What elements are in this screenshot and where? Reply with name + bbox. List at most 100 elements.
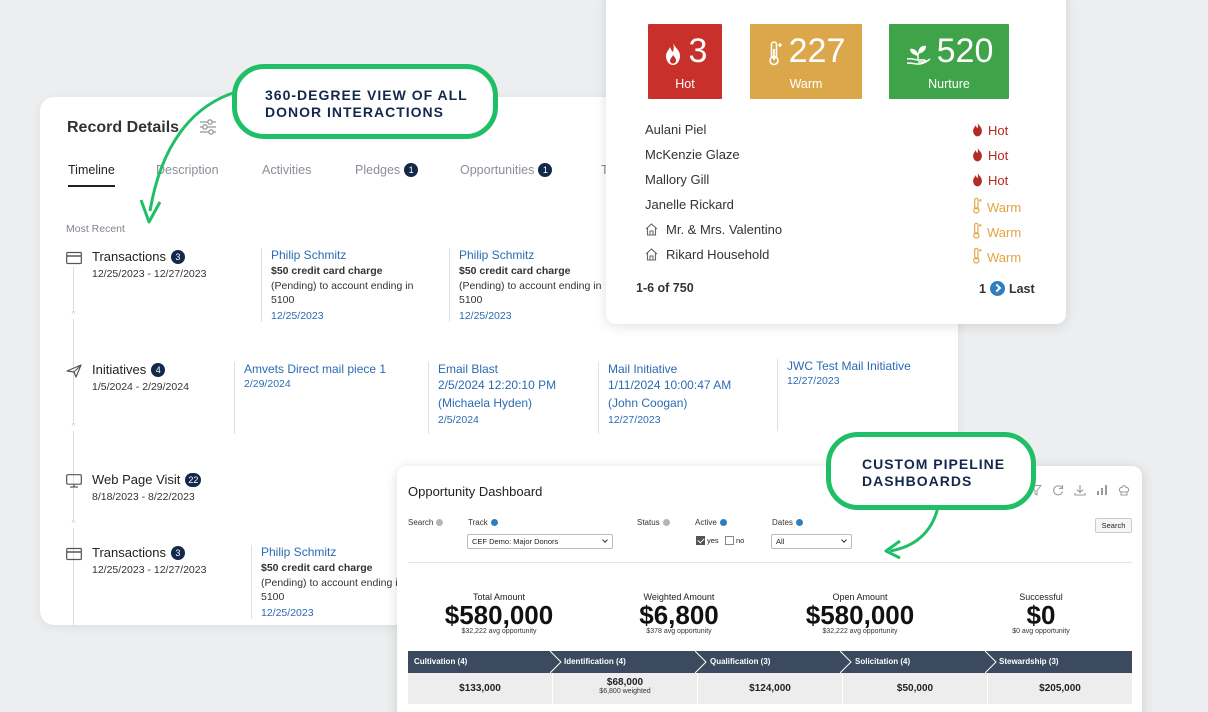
track-select[interactable]: CEF Demo: Major Donors	[467, 534, 613, 549]
entry-date: 12/25/2023	[459, 309, 512, 322]
active-no-checkbox[interactable]: no	[725, 536, 744, 545]
thermometer-icon	[768, 41, 782, 66]
checkbox-checked[interactable]	[696, 536, 705, 545]
tile-value: 227	[788, 32, 846, 70]
lead-list-item[interactable]: Rikard Household Warm	[645, 247, 1025, 267]
flame-icon	[973, 172, 982, 187]
metric-subtext: $32,222 avg opportunity	[461, 628, 537, 635]
lead-status: Hot	[971, 147, 1008, 163]
dates-select[interactable]: All	[771, 534, 852, 549]
lead-name[interactable]: Aulani Piel	[645, 122, 706, 137]
stage-solicitation[interactable]: Solicitation (4)	[855, 657, 911, 666]
active-yes-checkbox[interactable]: yes	[696, 536, 719, 545]
entry-title-link[interactable]: Mail Initiative	[608, 362, 678, 376]
pipeline-stage-values: $133,000 $68,000 $6,800 weighted $124,000…	[408, 673, 1132, 704]
thermometer-icon	[973, 247, 982, 264]
lead-list-item[interactable]: McKenzie Glaze Hot	[645, 147, 1025, 167]
timeline-entry[interactable]: Philip Schmitz $50 credit card charge (Pe…	[261, 248, 421, 322]
callout-line: DASHBOARDS	[862, 473, 973, 489]
section-count-badge: 3	[170, 546, 185, 560]
info-dot-icon[interactable]	[436, 519, 444, 526]
thermometer-icon	[973, 222, 982, 239]
lead-status-text: Warm	[987, 250, 1022, 265]
entry-owner: (Michaela Hyden)	[438, 396, 533, 410]
tab-pledges[interactable]: Pledges 1	[355, 163, 419, 177]
entry-title-link[interactable]: Philip Schmitz	[271, 248, 347, 262]
chef-hat-icon[interactable]	[1118, 484, 1130, 496]
pagination-range: 1-6 of 750	[636, 281, 694, 295]
info-dot-icon[interactable]	[719, 519, 727, 526]
lead-name[interactable]: Rikard Household	[645, 247, 769, 262]
tile-hot[interactable]: 3 Hot	[648, 24, 722, 99]
entry-title-link[interactable]: Philip Schmitz	[261, 545, 337, 559]
search-button[interactable]: Search	[1095, 518, 1132, 533]
timeline-entry[interactable]: Email Blast 2/5/2024 12:20:10 PM (Michae…	[428, 362, 588, 434]
info-dot-icon[interactable]	[662, 519, 670, 526]
lead-status: Warm	[971, 197, 1021, 215]
bar-chart-icon[interactable]	[1096, 484, 1108, 496]
stage-cultivation[interactable]: Cultivation (4)	[414, 657, 468, 666]
refresh-icon[interactable]	[1052, 484, 1064, 496]
filter-settings-icon[interactable]	[198, 117, 218, 137]
household-icon	[645, 248, 658, 261]
tab-timeline[interactable]: Timeline	[68, 163, 115, 187]
metric-subtext: $0 avg opportunity	[1012, 628, 1070, 635]
stage-value-cell: $50,000	[843, 673, 988, 704]
timeline-entry[interactable]: Philip Schmitz $50 credit card charge (Pe…	[251, 545, 411, 619]
tab-truncated[interactable]: T	[601, 163, 609, 177]
tile-nurture[interactable]: 520 Nurture	[889, 24, 1009, 99]
entry-title-link[interactable]: Philip Schmitz	[459, 248, 535, 262]
chevron-up-icon: ^	[69, 310, 78, 319]
stage-identification[interactable]: Identification (4)	[564, 657, 626, 666]
filter-status-label: Status	[637, 518, 660, 527]
entry-date: 2/5/2024	[438, 414, 479, 426]
tab-description[interactable]: Description	[156, 163, 219, 177]
tile-warm[interactable]: 227 Warm	[750, 24, 862, 99]
info-dot-icon[interactable]	[795, 519, 803, 526]
timeline-entry[interactable]: Mail Initiative 1/11/2024 10:00:47 AM (J…	[598, 362, 758, 434]
stage-stewardship[interactable]: Stewardship (3)	[999, 657, 1059, 666]
dashboard-toolbar	[1030, 484, 1130, 498]
lead-name[interactable]: Mallory Gill	[645, 172, 709, 187]
chevron-right-icon	[695, 651, 707, 673]
entry-datetime: 2/5/2024 12:20:10 PM	[438, 378, 557, 392]
tab-opportunities[interactable]: Opportunities 1	[460, 163, 553, 177]
lead-list-item[interactable]: Janelle Rickard Warm	[645, 197, 1025, 217]
card-icon	[66, 251, 82, 265]
checkbox-unchecked[interactable]	[725, 536, 734, 545]
lead-status-text: Hot	[988, 148, 1009, 163]
metric-label: Weighted Amount	[643, 592, 715, 602]
current-page: 1	[979, 282, 986, 296]
lead-list-item[interactable]: Aulani Piel Hot	[645, 122, 1025, 142]
tab-activities[interactable]: Activities	[262, 163, 312, 177]
last-page-link[interactable]: Last	[1008, 282, 1035, 296]
lead-list-item[interactable]: Mr. & Mrs. Valentino Warm	[645, 222, 1025, 242]
entry-description: (Pending) to account ending in 5100	[271, 279, 414, 307]
download-icon[interactable]	[1074, 484, 1086, 496]
lead-status-text: Hot	[988, 123, 1009, 138]
stage-qualification[interactable]: Qualification (3)	[710, 657, 771, 666]
info-dot-icon[interactable]	[490, 519, 498, 526]
timeline-entry[interactable]: JWC Test Mail Initiative 12/27/2023	[777, 359, 947, 431]
stage-value-cell: $124,000	[698, 673, 843, 704]
curved-arrow-icon	[884, 506, 940, 560]
entry-description: (Pending) to account ending in 5100	[261, 576, 404, 604]
entry-title-link[interactable]: JWC Test Mail Initiative	[787, 359, 911, 373]
section-count-badge: 22	[185, 473, 202, 487]
metric-value: $580,000	[444, 600, 554, 630]
lead-status-text: Warm	[987, 225, 1022, 240]
timeline-entry[interactable]: Amvets Direct mail piece 1 2/29/2024	[234, 362, 414, 434]
entry-date: 2/29/2024	[244, 378, 291, 390]
lead-name[interactable]: Mr. & Mrs. Valentino	[645, 222, 782, 237]
entry-title-link[interactable]: Email Blast	[438, 362, 499, 376]
section-dates: 12/25/2023 - 12/27/2023	[92, 268, 207, 280]
next-page-icon[interactable]	[989, 281, 1005, 296]
lead-list-item[interactable]: Mallory Gill Hot	[645, 172, 1025, 192]
lead-name[interactable]: Janelle Rickard	[645, 197, 734, 212]
entry-title-link[interactable]: Amvets Direct mail piece 1	[244, 362, 387, 376]
lead-name[interactable]: McKenzie Glaze	[645, 147, 740, 162]
lead-name-text: Mallory Gill	[645, 172, 710, 187]
filter-icon[interactable]	[1030, 484, 1042, 496]
timeline-entry[interactable]: Philip Schmitz $50 credit card charge (Pe…	[449, 248, 609, 322]
flame-icon	[973, 122, 982, 137]
